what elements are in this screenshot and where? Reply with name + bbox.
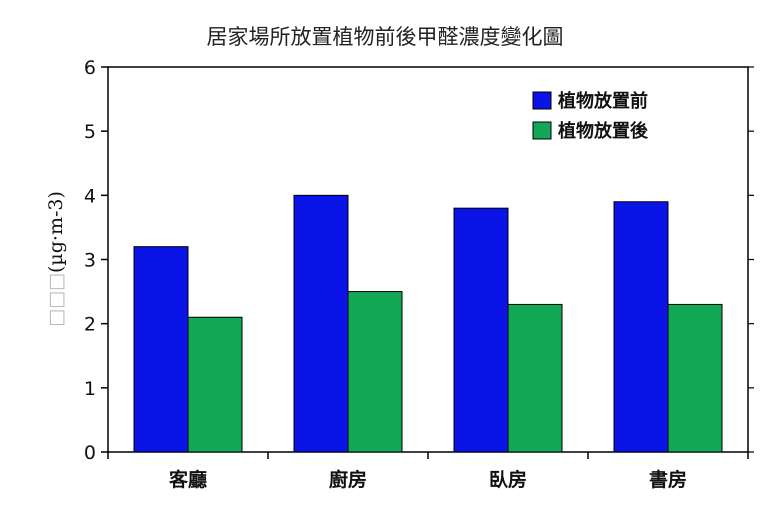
y-tick-label: 2: [84, 314, 96, 336]
bar-after-3: [667, 303, 723, 453]
x-category-label: 臥房: [489, 468, 527, 491]
legend-swatch: [532, 121, 552, 140]
bar-after-0: [187, 316, 243, 453]
bar-before-2: [453, 207, 509, 453]
bar-before-3: [613, 201, 669, 453]
y-tick-label: 5: [84, 121, 96, 143]
legend-label: 植物放置前: [558, 90, 648, 112]
legend-label: 植物放置後: [558, 120, 649, 142]
y-tick-label: 1: [84, 378, 96, 400]
chart-title: 居家場所放置植物前後甲醛濃度變化圖: [207, 25, 564, 49]
y-tick-label: 3: [84, 250, 96, 272]
bar-before-1: [293, 194, 349, 453]
y-axis: 0 1 2 3 4 5 6: [84, 57, 754, 464]
bar-after-1: [347, 291, 403, 453]
bar-after-2: [507, 303, 563, 453]
x-axis: 客廳 廚房 臥房 書房: [107, 452, 749, 491]
x-category-label: 書房: [649, 468, 687, 491]
bars-group: [133, 194, 723, 453]
y-axis-label-unit: (µg·m-3): [45, 191, 67, 273]
y-axis-label-prefix: □□□: [45, 273, 67, 327]
y-axis-label: □□□(µg·m-3): [45, 191, 67, 327]
y-tick-label: 6: [84, 57, 96, 79]
bar-before-0: [133, 246, 189, 453]
legend-swatch: [532, 91, 552, 110]
x-category-label: 客廳: [169, 468, 207, 491]
y-tick-label: 0: [84, 442, 96, 464]
y-tick-label: 4: [84, 185, 96, 207]
x-category-label: 廚房: [329, 468, 367, 491]
